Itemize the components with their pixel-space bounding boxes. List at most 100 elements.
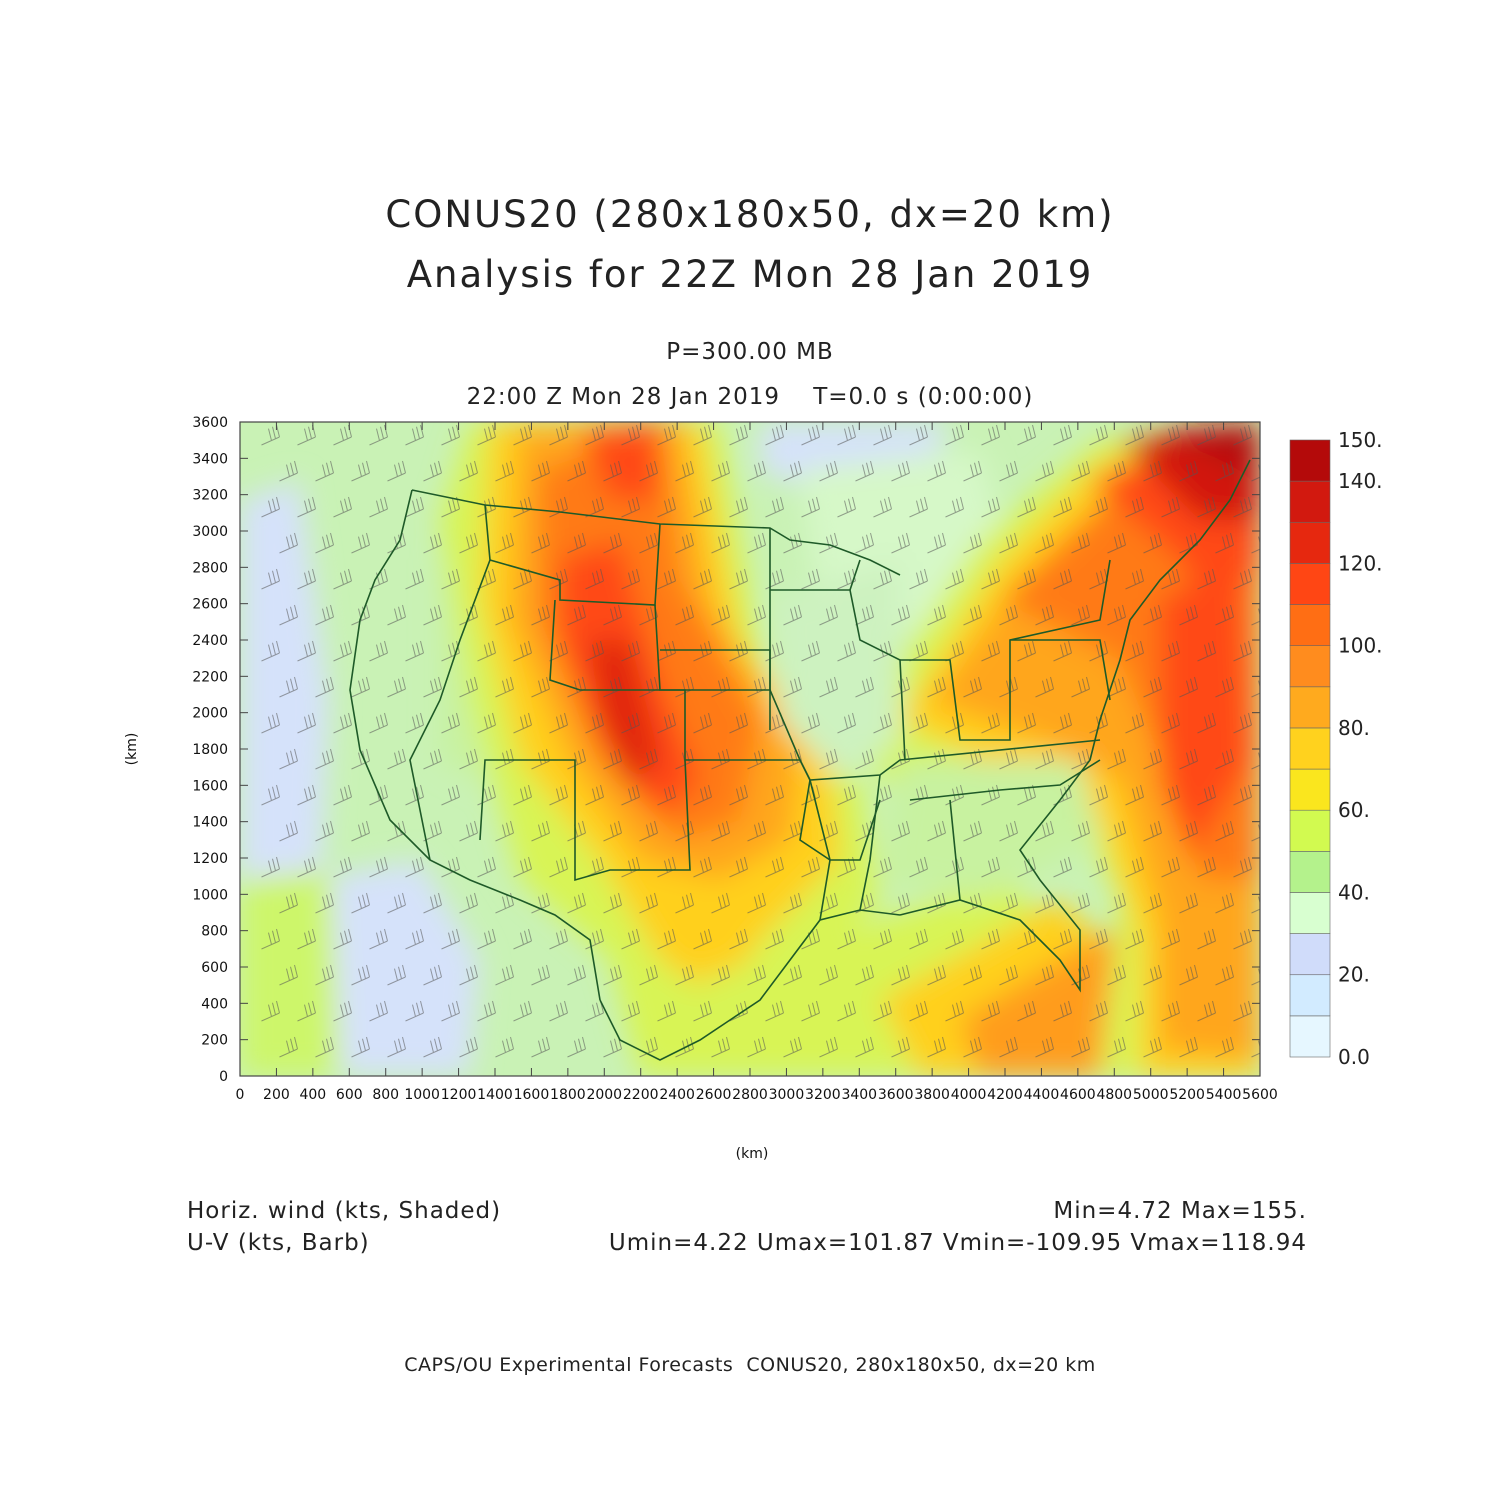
wind-barb [423, 964, 442, 986]
wind-barb [459, 532, 478, 554]
y-tick-label: 200 [201, 1033, 228, 1049]
wind-barb [1161, 496, 1180, 518]
wind-barb [729, 784, 748, 806]
wind-barb [1125, 640, 1144, 662]
wind-barb [1233, 856, 1252, 878]
wind-barb [1215, 532, 1234, 554]
wind-barb [891, 820, 910, 842]
wind-barb [603, 1036, 622, 1058]
wind-barb [1233, 496, 1252, 518]
wind-barb [981, 496, 1000, 518]
wind-barb [1035, 748, 1054, 770]
wind-barb [603, 748, 622, 770]
wind-barb [1089, 496, 1108, 518]
y-tick-label: 3400 [192, 451, 228, 467]
x-axis-label: (km) [736, 1146, 769, 1162]
wind-barb [891, 964, 910, 986]
wind-barb [765, 1000, 784, 1022]
wind-barb [801, 784, 820, 806]
wind-barb [1017, 784, 1036, 806]
wind-barb [423, 892, 442, 914]
wind-barb [819, 532, 838, 554]
wind-barb [495, 676, 514, 698]
wind-barb [369, 1000, 388, 1022]
wind-barb [459, 892, 478, 914]
wind-barb [297, 496, 316, 518]
wind-barb [711, 676, 730, 698]
wind-barb [801, 640, 820, 662]
wind-barb [855, 892, 874, 914]
wind-barb [459, 748, 478, 770]
wind-barb [783, 964, 802, 986]
wind-barb [747, 532, 766, 554]
wind-barb [333, 856, 352, 878]
wind-barb [585, 1000, 604, 1022]
wind-barb [639, 460, 658, 482]
wind-barb [747, 1036, 766, 1058]
wind-barb [1197, 496, 1216, 518]
wind-barb [279, 748, 298, 770]
x-tick-label: 4400 [1024, 1087, 1060, 1103]
wind-barb [297, 1000, 316, 1022]
component-summary: Umin=4.22 Umax=101.87 Vmin=-109.95 Vmax=… [608, 1230, 1307, 1256]
wind-barb [495, 1036, 514, 1058]
state-boundaries [349, 459, 1251, 1061]
wind-barb [297, 712, 316, 734]
wind-barb [873, 928, 892, 950]
wind-barb [639, 748, 658, 770]
wind-barb [369, 568, 388, 590]
y-tick-label: 400 [201, 996, 228, 1012]
wind-barb [819, 892, 838, 914]
wind-barb [279, 604, 298, 626]
wind-barb [639, 964, 658, 986]
wind-barb [783, 532, 802, 554]
wind-barb [1161, 640, 1180, 662]
wind-barb [585, 712, 604, 734]
colorbar-label: 0.0 [1338, 1045, 1370, 1069]
wind-barb [837, 784, 856, 806]
wind-barb [621, 568, 640, 590]
y-tick-label: 2400 [192, 633, 228, 649]
wind-barb [1071, 820, 1090, 842]
x-tick-label: 2400 [659, 1087, 695, 1103]
wind-barb [783, 676, 802, 698]
wind-barb [1071, 1036, 1090, 1058]
wind-barb [279, 820, 298, 842]
wind-barb [1161, 712, 1180, 734]
wind-barb [369, 424, 388, 446]
wind-barb [909, 1000, 928, 1022]
wind-barb [801, 424, 820, 446]
wind-barb [351, 676, 370, 698]
wind-barb [1143, 1036, 1162, 1058]
wind-barb [909, 568, 928, 590]
wind-barb [891, 676, 910, 698]
wind-barb [1053, 784, 1072, 806]
wind-barb [1197, 784, 1216, 806]
wind-barb [1233, 784, 1252, 806]
wind-barb [1143, 604, 1162, 626]
wind-barb [999, 892, 1018, 914]
wind-barb [441, 712, 460, 734]
wind-barb [387, 892, 406, 914]
wind-barb [585, 928, 604, 950]
wind-barb [801, 856, 820, 878]
wind-barb [441, 496, 460, 518]
wind-barb [675, 604, 694, 626]
x-tick-label: 3400 [841, 1087, 877, 1103]
wind-barb [459, 820, 478, 842]
wind-barb [1233, 640, 1252, 662]
wind-barb [1107, 1036, 1126, 1058]
wind-barb [459, 1036, 478, 1058]
x-tick-label: 3600 [878, 1087, 914, 1103]
colorbar-label: 100. [1338, 634, 1383, 658]
wind-barb [981, 712, 1000, 734]
wind-barb [351, 532, 370, 554]
wind-barb [1053, 640, 1072, 662]
wind-barb [549, 496, 568, 518]
wind-barb [783, 820, 802, 842]
colorbar-swatch [1289, 809, 1331, 852]
colorbar-swatch [1289, 645, 1331, 688]
wind-barb [783, 460, 802, 482]
x-tick-label: 600 [336, 1087, 363, 1103]
wind-barb [819, 460, 838, 482]
